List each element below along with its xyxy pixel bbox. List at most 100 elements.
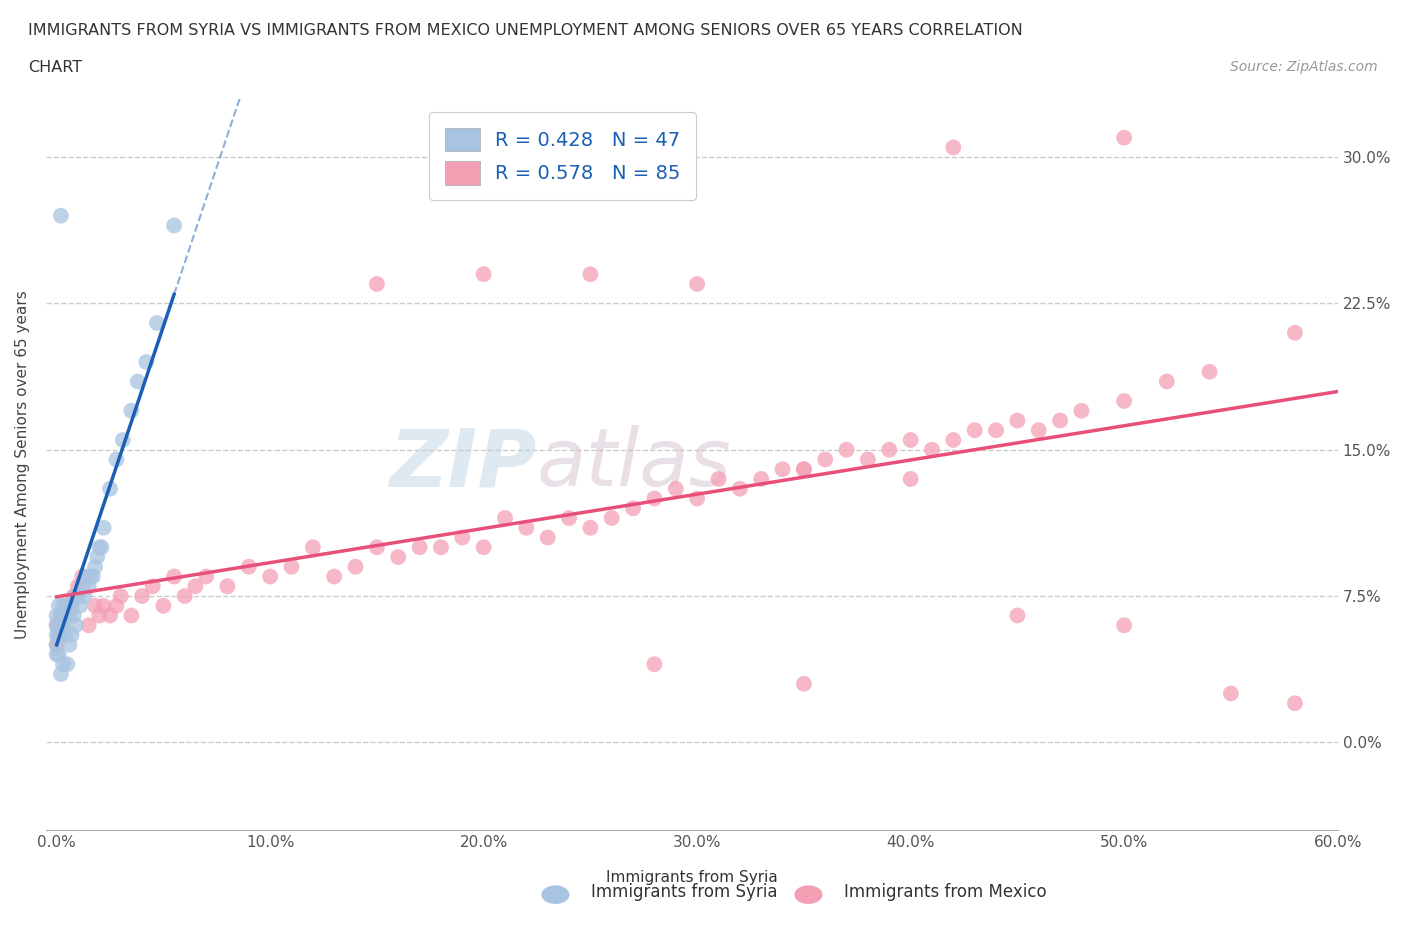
Y-axis label: Unemployment Among Seniors over 65 years: Unemployment Among Seniors over 65 years <box>15 290 30 639</box>
Point <box>579 520 602 535</box>
Point <box>579 267 602 282</box>
Text: Source: ZipAtlas.com: Source: ZipAtlas.com <box>1230 60 1378 74</box>
Text: CHART: CHART <box>28 60 82 75</box>
Point <box>77 578 100 593</box>
Point <box>45 618 67 632</box>
Point <box>146 315 169 330</box>
Point <box>494 511 516 525</box>
Point <box>45 628 67 643</box>
Point <box>89 539 111 554</box>
Point <box>728 482 751 497</box>
Point <box>65 589 87 604</box>
Point <box>1007 413 1029 428</box>
Point <box>45 637 67 652</box>
Point <box>173 589 195 604</box>
Point <box>184 578 207 593</box>
Text: Immigrants from Syria: Immigrants from Syria <box>606 870 778 884</box>
Point <box>921 443 943 458</box>
Point <box>48 628 70 643</box>
Point <box>135 354 157 369</box>
Point <box>48 598 70 613</box>
Point <box>53 598 76 613</box>
Point <box>749 472 772 486</box>
Point <box>49 618 72 632</box>
Point <box>451 530 474 545</box>
Point <box>105 452 128 467</box>
Point <box>472 539 495 554</box>
Point <box>45 637 67 652</box>
Point <box>98 482 121 497</box>
Point <box>665 482 688 497</box>
Text: atlas: atlas <box>537 425 731 503</box>
Point <box>52 598 75 613</box>
Point <box>1049 413 1071 428</box>
Point <box>793 462 815 477</box>
Point <box>52 657 75 671</box>
Point <box>62 608 84 623</box>
Point <box>537 530 560 545</box>
Point <box>52 618 75 632</box>
Point <box>900 472 922 486</box>
Point <box>131 589 153 604</box>
Point <box>48 628 70 643</box>
Point <box>120 404 142 418</box>
Point <box>60 628 83 643</box>
Point <box>72 578 94 593</box>
Point <box>217 578 239 593</box>
Point <box>1284 326 1306 340</box>
Point <box>49 208 72 223</box>
Point <box>66 589 89 604</box>
Point <box>152 598 174 613</box>
Point <box>77 618 100 632</box>
Point <box>86 550 108 565</box>
Point <box>643 491 665 506</box>
Point <box>65 618 87 632</box>
Point <box>877 443 900 458</box>
Point <box>56 608 79 623</box>
Point <box>793 462 815 477</box>
Point <box>49 608 72 623</box>
Point <box>45 647 67 662</box>
Point <box>515 520 537 535</box>
Point <box>72 569 94 584</box>
Point <box>93 598 115 613</box>
Point <box>105 598 128 613</box>
Point <box>259 569 281 584</box>
Point <box>56 598 79 613</box>
Point <box>58 637 80 652</box>
Text: Immigrants from Syria: Immigrants from Syria <box>591 884 778 901</box>
Point <box>344 559 367 574</box>
Point <box>195 569 218 584</box>
Point <box>430 539 453 554</box>
Point <box>472 267 495 282</box>
Point <box>942 432 965 447</box>
Point <box>49 667 72 682</box>
Point <box>387 550 409 565</box>
Point <box>1284 696 1306 711</box>
Point <box>600 511 623 525</box>
Point <box>1198 365 1220 379</box>
Point <box>120 608 142 623</box>
Point <box>1114 618 1136 632</box>
Point <box>69 598 91 613</box>
Point <box>45 618 67 632</box>
Point <box>163 218 186 232</box>
Point <box>963 423 986 438</box>
Point <box>56 657 79 671</box>
Point <box>900 432 922 447</box>
Point <box>1219 686 1241 701</box>
Point <box>142 578 165 593</box>
Point <box>1007 608 1029 623</box>
Point <box>127 374 149 389</box>
Point <box>80 569 103 584</box>
Point <box>58 598 80 613</box>
Point <box>323 569 346 584</box>
Point <box>302 539 325 554</box>
Point <box>73 589 96 604</box>
Point <box>60 598 83 613</box>
Point <box>89 608 111 623</box>
Point <box>686 491 709 506</box>
Point <box>835 443 858 458</box>
Point <box>558 511 581 525</box>
Point <box>238 559 260 574</box>
